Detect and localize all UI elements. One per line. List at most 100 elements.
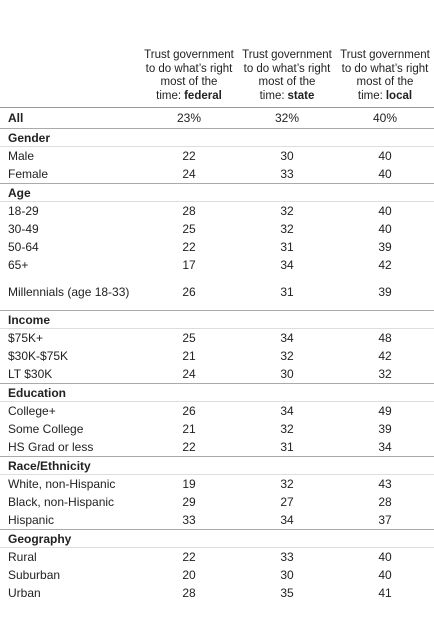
cell-value: 31 <box>280 240 294 254</box>
table-row: 50-64 22 31 39 <box>0 238 434 256</box>
cell-value: 39 <box>378 422 392 436</box>
cell-value: 31 <box>280 440 294 454</box>
row-label: Male <box>8 149 35 163</box>
cell-value: 42 <box>378 349 392 363</box>
table-row: LT $30K 24 30 32 <box>0 365 434 383</box>
table-row: Hispanic 33 34 37 <box>0 511 434 529</box>
cell-value: 32 <box>280 222 294 236</box>
row-label: Female <box>8 167 49 181</box>
cell-value: 22 <box>182 440 196 454</box>
cell-value: 39 <box>378 285 392 299</box>
row-label: 18-29 <box>8 204 39 218</box>
table-row: Suburban 20 30 40 <box>0 566 434 584</box>
cell-value: 34 <box>378 440 392 454</box>
cell-value: 25 <box>182 331 196 345</box>
section-title: Age <box>8 185 31 200</box>
cell-value: 34 <box>280 331 294 345</box>
cell-value: 19 <box>182 477 196 491</box>
cell-value: 20 <box>182 568 196 582</box>
table-row: $30K-$75K 21 32 42 <box>0 347 434 365</box>
row-label: Millennials (age 18-33) <box>8 284 130 299</box>
table-row: 65+ 17 34 42 <box>0 256 434 274</box>
column-header-text: Trust government to do what’s right most… <box>144 49 234 102</box>
cell-value: 34 <box>280 513 294 527</box>
cell-value: 40 <box>378 204 392 218</box>
row-label: HS Grad or less <box>8 440 94 454</box>
table-row: Some College 21 32 39 <box>0 420 434 438</box>
section-header: Gender <box>0 128 434 147</box>
cell-value: 28 <box>182 586 196 600</box>
cell-value: 29 <box>182 495 196 509</box>
row-label: 50-64 <box>8 240 39 254</box>
cell-value: 22 <box>182 149 196 163</box>
cell-value: 40 <box>378 222 392 236</box>
cell-value: 48 <box>378 331 392 345</box>
cell-value: 41 <box>378 586 392 600</box>
cell-value: 25 <box>182 222 196 236</box>
cell-value: 40 <box>378 149 392 163</box>
column-header-emphasis: local <box>385 89 413 102</box>
cell-value: 33 <box>280 167 294 181</box>
table-row: Male 22 30 40 <box>0 147 434 165</box>
section-title: Education <box>8 385 67 400</box>
cell-value: 30 <box>280 568 294 582</box>
table-row: College+ 26 34 49 <box>0 402 434 420</box>
cell-value: 22 <box>182 240 196 254</box>
row-label: White, non-Hispanic <box>8 477 116 491</box>
row-label: All <box>8 111 24 125</box>
cell-value: 37 <box>378 513 392 527</box>
section-header: Age <box>0 183 434 202</box>
cell-value: 40 <box>378 550 392 564</box>
cell-value: 30 <box>280 367 294 381</box>
cell-value: 32 <box>378 367 392 381</box>
cell-value: 28 <box>182 204 196 218</box>
table-row: 30-49 25 32 40 <box>0 220 434 238</box>
table-row: 18-29 28 32 40 <box>0 202 434 220</box>
cell-value: 33 <box>280 550 294 564</box>
row-label: Urban <box>8 586 41 600</box>
cell-value: 24 <box>182 167 196 181</box>
row-label: 65+ <box>8 258 29 272</box>
cell-value: 23% <box>176 111 202 125</box>
section-header: Income <box>0 310 434 329</box>
row-label: Suburban <box>8 568 61 582</box>
row-label: College+ <box>8 404 56 418</box>
column-header-emphasis: state <box>287 89 315 102</box>
cell-value: 39 <box>378 240 392 254</box>
section-title: Geography <box>8 531 72 546</box>
section-title: Income <box>8 312 51 327</box>
table-row: Black, non-Hispanic 29 27 28 <box>0 493 434 511</box>
cell-value: 28 <box>378 495 392 509</box>
row-label: Some College <box>8 422 84 436</box>
cell-value: 32 <box>280 477 294 491</box>
cell-value: 21 <box>182 349 196 363</box>
cell-value: 31 <box>280 285 294 299</box>
cell-value: 30 <box>280 149 294 163</box>
cell-value: 34 <box>280 404 294 418</box>
row-label: $30K-$75K <box>8 349 69 363</box>
cell-value: 27 <box>280 495 294 509</box>
column-header-text: Trust government to do what’s right most… <box>340 49 430 102</box>
cell-value: 32 <box>280 422 294 436</box>
column-header: Trust government to do what’s right most… <box>140 49 238 103</box>
row-label: Black, non-Hispanic <box>8 495 115 509</box>
table-row: $75K+ 25 34 48 <box>0 329 434 347</box>
cell-value: 34 <box>280 258 294 272</box>
cell-value: 32 <box>280 349 294 363</box>
section-header: Geography <box>0 529 434 548</box>
table-row: Rural 22 33 40 <box>0 548 434 566</box>
all-row: All 23% 32% 40% <box>0 108 434 128</box>
cell-value: 32 <box>280 204 294 218</box>
row-label: $75K+ <box>8 331 44 345</box>
cell-value: 43 <box>378 477 392 491</box>
cell-value: 26 <box>182 404 196 418</box>
column-header-emphasis: federal <box>184 89 222 102</box>
table-row: Millennials (age 18-33) 26 31 39 <box>0 274 434 310</box>
cell-value: 49 <box>378 404 392 418</box>
cell-value: 17 <box>182 258 196 272</box>
row-label: 30-49 <box>8 222 39 236</box>
column-header: Trust government to do what’s right most… <box>238 49 336 103</box>
row-label: Rural <box>8 550 37 564</box>
cell-value: 33 <box>182 513 196 527</box>
